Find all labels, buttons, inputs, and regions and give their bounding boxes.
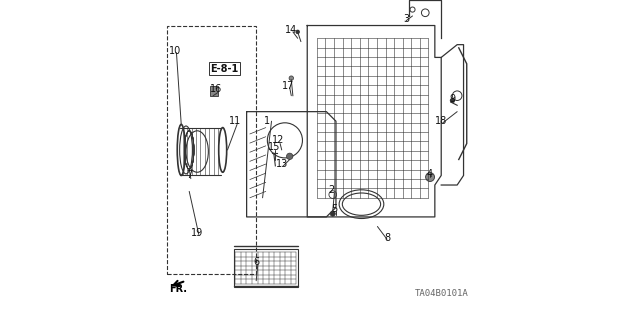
Text: 4: 4: [427, 169, 433, 179]
Text: 7: 7: [186, 170, 193, 181]
Text: 18: 18: [435, 116, 447, 126]
Circle shape: [330, 211, 335, 216]
Text: E-8-1: E-8-1: [210, 63, 239, 74]
Text: 8: 8: [384, 233, 390, 243]
Text: 10: 10: [169, 46, 181, 56]
Circle shape: [426, 173, 435, 182]
Text: 17: 17: [282, 81, 294, 91]
Text: 19: 19: [191, 228, 204, 238]
Text: 13: 13: [276, 159, 288, 169]
Text: 9: 9: [449, 94, 456, 104]
Text: 6: 6: [253, 256, 259, 267]
Text: 15: 15: [268, 142, 280, 152]
Text: 12: 12: [273, 135, 285, 145]
Circle shape: [289, 76, 294, 80]
Bar: [234, 249, 298, 287]
Circle shape: [296, 30, 300, 34]
Text: 1: 1: [264, 116, 271, 126]
Text: FR.: FR.: [169, 284, 187, 294]
Text: 3: 3: [403, 14, 409, 24]
Circle shape: [287, 153, 293, 160]
Text: 2: 2: [328, 185, 334, 195]
Text: TA04B0101A: TA04B0101A: [414, 289, 468, 298]
Bar: [210, 86, 218, 96]
Circle shape: [450, 98, 455, 103]
Text: 14: 14: [285, 25, 298, 35]
Bar: [167, 26, 256, 274]
Text: 5: 5: [332, 204, 337, 214]
Text: 11: 11: [229, 116, 241, 126]
Text: 16: 16: [210, 84, 223, 94]
